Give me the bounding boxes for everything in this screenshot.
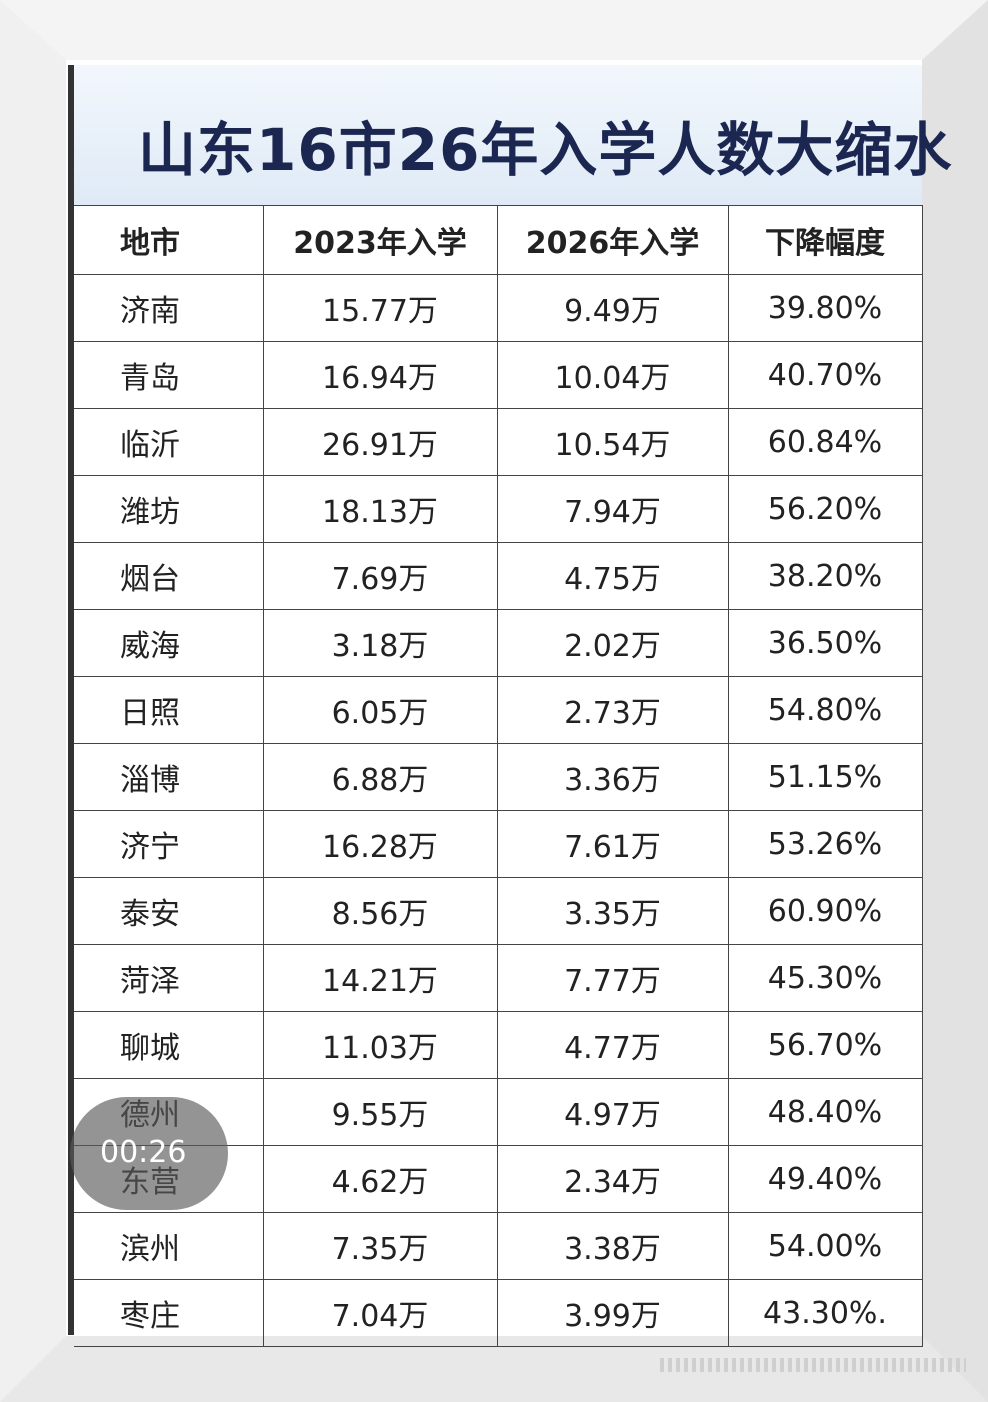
table-cell: 威海 bbox=[74, 609, 264, 677]
table-cell: 16.28万 bbox=[262, 810, 498, 878]
table-row: 潍坊 18.13万 7.94万 56.20% bbox=[74, 475, 923, 543]
table-cell: 14.21万 bbox=[262, 944, 498, 1012]
table-cell: 48.40% bbox=[727, 1078, 923, 1146]
table-cell: 39.80% bbox=[727, 274, 923, 342]
table-cell: 泰安 bbox=[74, 877, 264, 945]
table-cell: 临沂 bbox=[74, 408, 264, 476]
table-cell: 7.04万 bbox=[262, 1279, 498, 1347]
table-cell: 8.56万 bbox=[262, 877, 498, 945]
table-row: 青岛 16.94万 10.04万 40.70% bbox=[74, 341, 923, 409]
table-cell: 40.70% bbox=[727, 341, 923, 409]
table-cell: 10.54万 bbox=[496, 408, 729, 476]
title: 山东16市26年入学人数大缩水 bbox=[138, 116, 953, 184]
table-cell: 18.13万 bbox=[262, 475, 498, 543]
table-cell: 36.50% bbox=[727, 609, 923, 677]
table-cell: 9.49万 bbox=[496, 274, 729, 342]
table-cell: 2.73万 bbox=[496, 676, 729, 744]
table-row: 泰安 8.56万 3.35万 60.90% bbox=[74, 877, 923, 945]
table-cell: 淄博 bbox=[74, 743, 264, 811]
table-cell: 43.30%. bbox=[727, 1279, 923, 1347]
table-cell: 枣庄 bbox=[74, 1279, 264, 1347]
table-row: 菏泽 14.21万 7.77万 45.30% bbox=[74, 944, 923, 1012]
table-cell: 济宁 bbox=[74, 810, 264, 878]
table-cell: 60.90% bbox=[727, 877, 923, 945]
video-overlay bbox=[70, 1097, 228, 1210]
table-row: 淄博 6.88万 3.36万 51.15% bbox=[74, 743, 923, 811]
table-cell: 7.77万 bbox=[496, 944, 729, 1012]
table-cell: 济南 bbox=[74, 274, 264, 342]
table-row: 济南 15.77万 9.49万 39.80% bbox=[74, 274, 923, 342]
table-cell: 7.61万 bbox=[496, 810, 729, 878]
column-header: 2026年入学 bbox=[496, 205, 729, 275]
table-row: 枣庄 7.04万 3.99万 43.30%. bbox=[74, 1279, 923, 1347]
table-cell: 51.15% bbox=[727, 743, 923, 811]
enrollment-table: 地市 2023年入学 2026年入学 下降幅度 济南 15.77万 9.49万 39.80%… bbox=[74, 205, 923, 1347]
table-cell: 26.91万 bbox=[262, 408, 498, 476]
table-cell: 56.20% bbox=[727, 475, 923, 543]
table-cell: 16.94万 bbox=[262, 341, 498, 409]
table-cell: 2.34万 bbox=[496, 1145, 729, 1213]
table-cell: 45.30% bbox=[727, 944, 923, 1012]
table-cell: 7.69万 bbox=[262, 542, 498, 610]
table-cell: 3.18万 bbox=[262, 609, 498, 677]
table-row: 济宁 16.28万 7.61万 53.26% bbox=[74, 810, 923, 878]
table-cell: 3.36万 bbox=[496, 743, 729, 811]
timestamp: 00:26 bbox=[100, 1135, 187, 1170]
table-cell: 11.03万 bbox=[262, 1011, 498, 1079]
table-cell: 49.40% bbox=[727, 1145, 923, 1213]
table-cell: 潍坊 bbox=[74, 475, 264, 543]
table-cell: 4.77万 bbox=[496, 1011, 729, 1079]
table-cell: 15.77万 bbox=[262, 274, 498, 342]
table-row: 滨州 7.35万 3.38万 54.00% bbox=[74, 1212, 923, 1280]
table-cell: 4.75万 bbox=[496, 542, 729, 610]
table-row: 烟台 7.69万 4.75万 38.20% bbox=[74, 542, 923, 610]
table-cell: 60.84% bbox=[727, 408, 923, 476]
table-cell: 3.99万 bbox=[496, 1279, 729, 1347]
table-row: 威海 3.18万 2.02万 36.50% bbox=[74, 609, 923, 677]
table-cell: 54.00% bbox=[727, 1212, 923, 1280]
table-row: 聊城 11.03万 4.77万 56.70% bbox=[74, 1011, 923, 1079]
table-cell: 10.04万 bbox=[496, 341, 729, 409]
table-cell: 烟台 bbox=[74, 542, 264, 610]
table-cell: 9.55万 bbox=[262, 1078, 498, 1146]
table-row: 日照 6.05万 2.73万 54.80% bbox=[74, 676, 923, 744]
progress-indicator bbox=[660, 1358, 966, 1372]
table-cell: 聊城 bbox=[74, 1011, 264, 1079]
table-cell: 56.70% bbox=[727, 1011, 923, 1079]
table-cell: 6.88万 bbox=[262, 743, 498, 811]
title-bar: 山东16市26年入学人数大缩水 bbox=[74, 65, 951, 205]
table-cell: 7.35万 bbox=[262, 1212, 498, 1280]
table-cell: 日照 bbox=[74, 676, 264, 744]
column-header: 2023年入学 bbox=[262, 205, 498, 275]
table-cell: 滨州 bbox=[74, 1212, 264, 1280]
table-cell: 54.80% bbox=[727, 676, 923, 744]
header-row: 地市 2023年入学 2026年入学 下降幅度 bbox=[74, 205, 923, 275]
column-header: 下降幅度 bbox=[727, 205, 923, 275]
table-cell: 4.97万 bbox=[496, 1078, 729, 1146]
table-cell: 7.94万 bbox=[496, 475, 729, 543]
table-cell: 3.35万 bbox=[496, 877, 729, 945]
table-cell: 38.20% bbox=[727, 542, 923, 610]
table-image: 山东16市26年入学人数大缩水 地市 2023年入学 2026年入学 下降幅度 济南 1… bbox=[68, 65, 951, 1347]
table-cell: 菏泽 bbox=[74, 944, 264, 1012]
table-cell: 3.38万 bbox=[496, 1212, 729, 1280]
table-cell: 6.05万 bbox=[262, 676, 498, 744]
table-cell: 青岛 bbox=[74, 341, 264, 409]
column-header: 地市 bbox=[74, 205, 264, 275]
table-row: 临沂 26.91万 10.54万 60.84% bbox=[74, 408, 923, 476]
table-body: 济南 15.77万 9.49万 39.80% 青岛 16.94万 10.04万 40.70% 临… bbox=[74, 274, 923, 1347]
table-cell: 4.62万 bbox=[262, 1145, 498, 1213]
table-cell: 2.02万 bbox=[496, 609, 729, 677]
table-cell: 53.26% bbox=[727, 810, 923, 878]
